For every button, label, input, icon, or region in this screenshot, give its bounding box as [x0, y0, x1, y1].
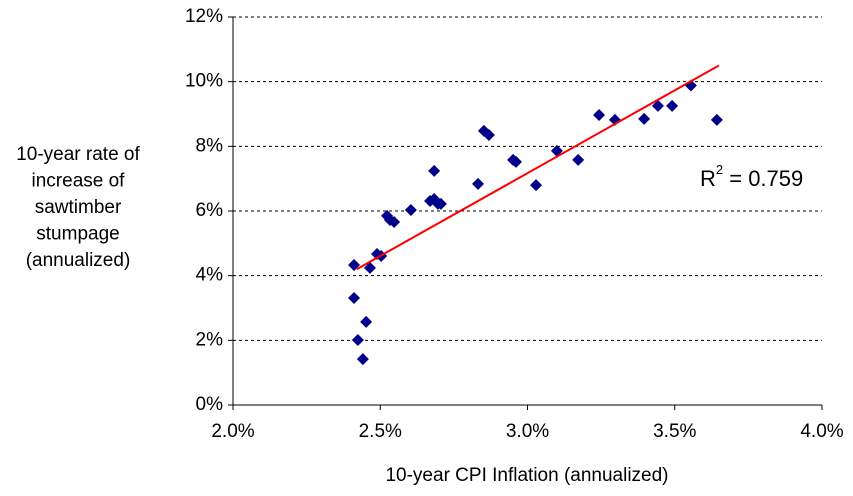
y-axis-title: stumpage [36, 224, 119, 245]
x-tick-label: 2.5% [359, 421, 402, 442]
point [482, 129, 495, 142]
trendline [356, 64, 720, 271]
y-tick-label: 10% [185, 71, 223, 92]
point [434, 197, 447, 210]
y-axis-title: (annualized) [26, 250, 131, 271]
point [428, 164, 441, 177]
point [388, 215, 401, 228]
x-tick-label: 3.0% [506, 421, 549, 442]
annotation-text: R [700, 166, 716, 191]
point [593, 108, 606, 121]
x-tick-label: 2.0% [211, 421, 254, 442]
x-tick-label: 3.5% [653, 421, 696, 442]
point [530, 179, 543, 192]
y-tick-label: 6% [196, 200, 224, 221]
x-tick-label: 4.0% [800, 421, 843, 442]
point [638, 112, 651, 125]
point [666, 99, 679, 112]
y-axis-title: 10-year rate of [16, 144, 140, 165]
y-tick-label: 8% [196, 135, 224, 156]
point [572, 153, 585, 166]
point [356, 353, 369, 366]
point [404, 204, 417, 217]
point [363, 261, 376, 274]
point [510, 155, 523, 168]
point [348, 291, 361, 304]
annotation-sup: 2 [716, 162, 723, 177]
y-tick-label: 0% [196, 394, 224, 415]
y-tick-label: 4% [196, 265, 224, 286]
y-axis-title: sawtimber [35, 197, 122, 218]
x-axis-title: 10-year CPI Inflation (annualized) [385, 465, 668, 486]
y-axis-title: increase of [32, 171, 126, 192]
annotation-rest: = 0.759 [723, 166, 803, 191]
annotation: R2 = 0.759 [700, 162, 803, 190]
y-tick-label: 2% [196, 329, 224, 350]
point [360, 315, 373, 328]
point [351, 334, 364, 347]
point [472, 177, 485, 190]
point [710, 113, 723, 126]
y-tick-label: 12% [185, 6, 223, 27]
point [651, 99, 664, 112]
